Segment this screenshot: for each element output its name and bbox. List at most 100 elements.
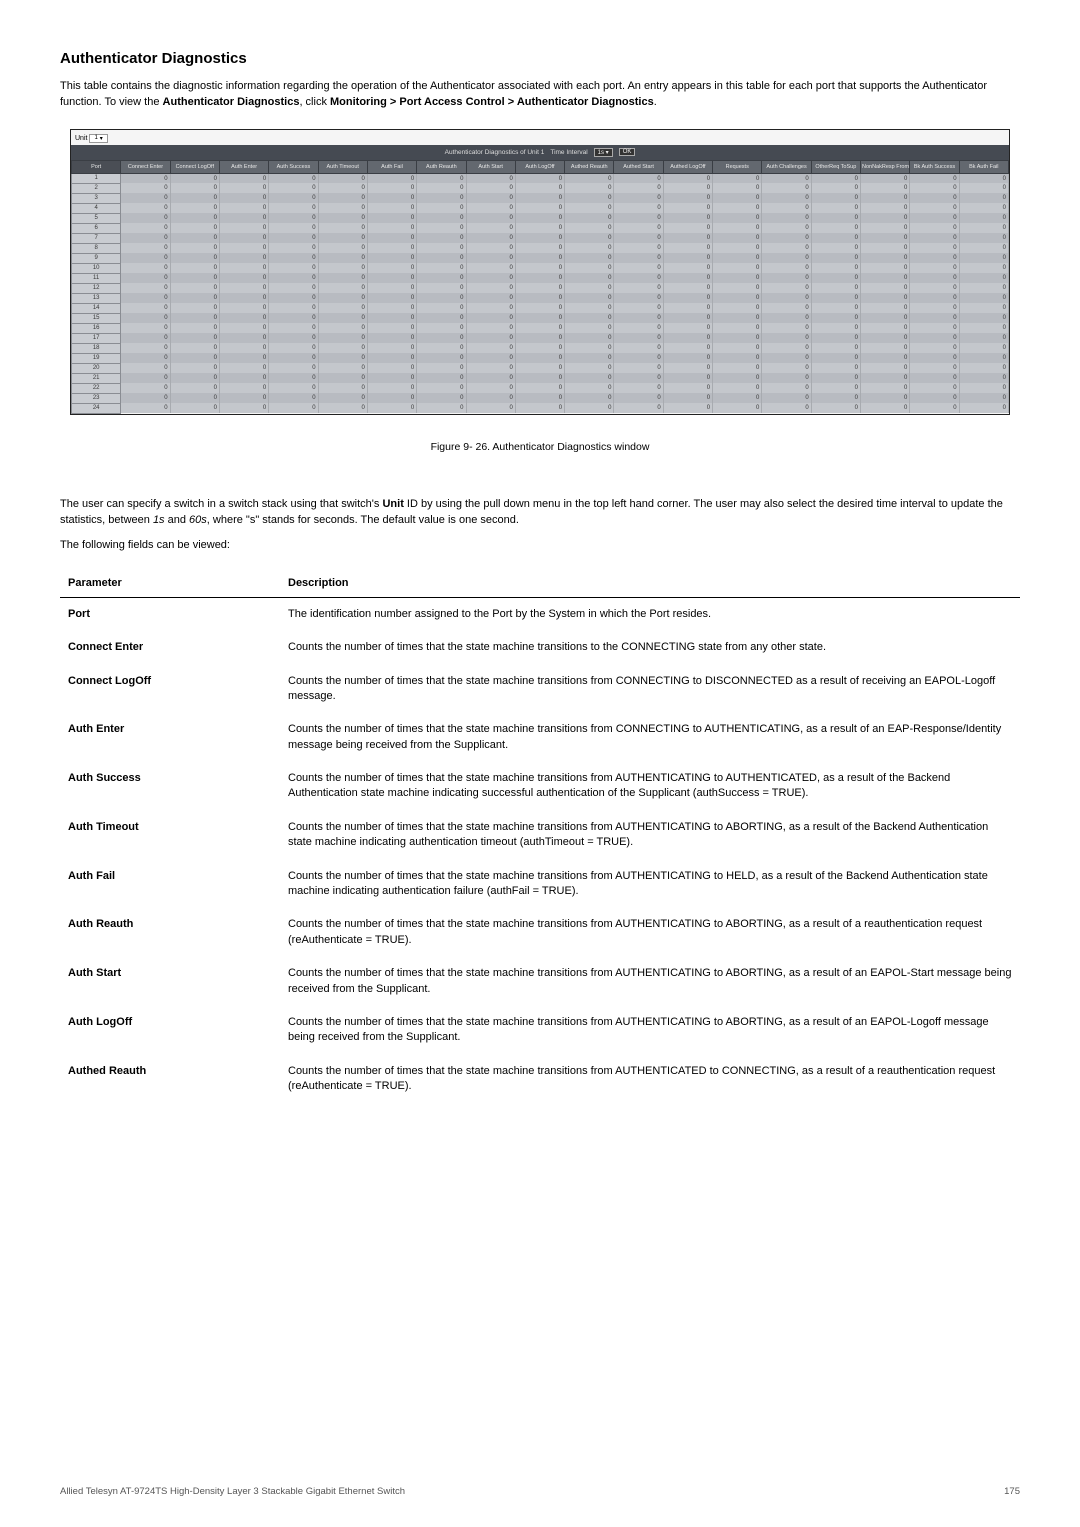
diag-cell: 0 bbox=[861, 293, 910, 303]
diag-cell: 0 bbox=[713, 393, 762, 403]
diag-cell: 0 bbox=[910, 323, 959, 333]
diag-cell: 0 bbox=[170, 193, 219, 203]
diag-cell: 0 bbox=[811, 393, 860, 403]
diag-cell: 0 bbox=[565, 203, 614, 213]
diag-cell: 0 bbox=[959, 193, 1008, 203]
diag-cell: 0 bbox=[417, 203, 466, 213]
diag-cell: 0 bbox=[713, 253, 762, 263]
diag-cell: 0 bbox=[959, 243, 1008, 253]
parameter-name: Authed Reauth bbox=[60, 1055, 280, 1104]
note-c: and bbox=[165, 514, 189, 526]
diag-cell: 0 bbox=[565, 303, 614, 313]
diag-cell: 0 bbox=[663, 233, 712, 243]
time-interval-dropdown[interactable]: 1s ▾ bbox=[594, 148, 613, 157]
diag-cell: 0 bbox=[318, 343, 367, 353]
diag-cell: 0 bbox=[269, 353, 318, 363]
diag-cell: 0 bbox=[762, 283, 811, 293]
diag-cell: 0 bbox=[663, 273, 712, 283]
diag-cell: 0 bbox=[318, 183, 367, 193]
diag-cell: 0 bbox=[713, 293, 762, 303]
diag-cell: 0 bbox=[417, 353, 466, 363]
port-cell: 10 bbox=[72, 263, 121, 273]
diag-cell: 0 bbox=[466, 333, 515, 343]
diag-cell: 0 bbox=[515, 193, 564, 203]
table-row: 12000000000000000000 bbox=[72, 283, 1009, 293]
port-cell: 16 bbox=[72, 323, 121, 333]
diag-cell: 0 bbox=[121, 273, 170, 283]
diag-cell: 0 bbox=[121, 173, 170, 183]
parameter-row: Auth EnterCounts the number of times tha… bbox=[60, 713, 1020, 762]
parameter-name: Auth Enter bbox=[60, 713, 280, 762]
port-cell: 21 bbox=[72, 373, 121, 383]
diag-cell: 0 bbox=[959, 363, 1008, 373]
diag-cell: 0 bbox=[762, 333, 811, 343]
diag-cell: 0 bbox=[367, 383, 416, 393]
diag-cell: 0 bbox=[318, 283, 367, 293]
diag-cell: 0 bbox=[861, 203, 910, 213]
port-cell: 23 bbox=[72, 393, 121, 403]
diag-cell: 0 bbox=[515, 293, 564, 303]
diag-cell: 0 bbox=[614, 173, 663, 183]
port-cell: 12 bbox=[72, 283, 121, 293]
diag-cell: 0 bbox=[269, 303, 318, 313]
diag-cell: 0 bbox=[959, 333, 1008, 343]
diag-cell: 0 bbox=[515, 353, 564, 363]
footer-right: 175 bbox=[1004, 1486, 1020, 1497]
diag-cell: 0 bbox=[417, 393, 466, 403]
diag-cell: 0 bbox=[565, 283, 614, 293]
diag-cell: 0 bbox=[367, 233, 416, 243]
diag-cell: 0 bbox=[959, 273, 1008, 283]
diag-cell: 0 bbox=[861, 213, 910, 223]
ok-button[interactable]: OK bbox=[619, 148, 636, 156]
diag-cell: 0 bbox=[861, 333, 910, 343]
diag-col-header: NonNakResp FromSup bbox=[861, 160, 910, 173]
diag-cell: 0 bbox=[170, 373, 219, 383]
diag-cell: 0 bbox=[219, 353, 268, 363]
diag-cell: 0 bbox=[811, 233, 860, 243]
parameter-name: Auth Success bbox=[60, 762, 280, 811]
diag-cell: 0 bbox=[121, 243, 170, 253]
diag-cell: 0 bbox=[762, 313, 811, 323]
diag-cell: 0 bbox=[515, 303, 564, 313]
diag-cell: 0 bbox=[269, 403, 318, 413]
diag-cell: 0 bbox=[515, 223, 564, 233]
diag-cell: 0 bbox=[959, 173, 1008, 183]
diag-cell: 0 bbox=[269, 243, 318, 253]
diag-cell: 0 bbox=[713, 333, 762, 343]
diag-cell: 0 bbox=[811, 223, 860, 233]
diag-cell: 0 bbox=[121, 333, 170, 343]
diag-cell: 0 bbox=[121, 203, 170, 213]
diag-col-header: Auth Success bbox=[269, 160, 318, 173]
diag-cell: 0 bbox=[910, 233, 959, 243]
port-cell: 18 bbox=[72, 343, 121, 353]
diag-cell: 0 bbox=[762, 303, 811, 313]
diag-cell: 0 bbox=[466, 263, 515, 273]
diag-cell: 0 bbox=[417, 373, 466, 383]
diag-cell: 0 bbox=[663, 243, 712, 253]
diag-cell: 0 bbox=[910, 363, 959, 373]
diag-cell: 0 bbox=[219, 213, 268, 223]
diag-cell: 0 bbox=[811, 263, 860, 273]
diag-cell: 0 bbox=[170, 203, 219, 213]
unit-label: Unit bbox=[75, 135, 87, 142]
diag-cell: 0 bbox=[269, 393, 318, 403]
diag-cell: 0 bbox=[713, 303, 762, 313]
diag-cell: 0 bbox=[614, 183, 663, 193]
diag-cell: 0 bbox=[318, 403, 367, 413]
diag-cell: 0 bbox=[811, 183, 860, 193]
diag-cell: 0 bbox=[713, 323, 762, 333]
diag-cell: 0 bbox=[466, 393, 515, 403]
diag-cell: 0 bbox=[762, 203, 811, 213]
diag-cell: 0 bbox=[811, 243, 860, 253]
diag-cell: 0 bbox=[565, 323, 614, 333]
diag-cell: 0 bbox=[417, 263, 466, 273]
unit-dropdown[interactable]: 1 ▾ bbox=[89, 134, 107, 143]
diag-cell: 0 bbox=[269, 323, 318, 333]
diag-cell: 0 bbox=[269, 363, 318, 373]
diag-cell: 0 bbox=[417, 333, 466, 343]
diag-cell: 0 bbox=[614, 233, 663, 243]
diag-cell: 0 bbox=[762, 363, 811, 373]
diag-cell: 0 bbox=[269, 213, 318, 223]
diag-cell: 0 bbox=[614, 333, 663, 343]
diag-cell: 0 bbox=[910, 203, 959, 213]
